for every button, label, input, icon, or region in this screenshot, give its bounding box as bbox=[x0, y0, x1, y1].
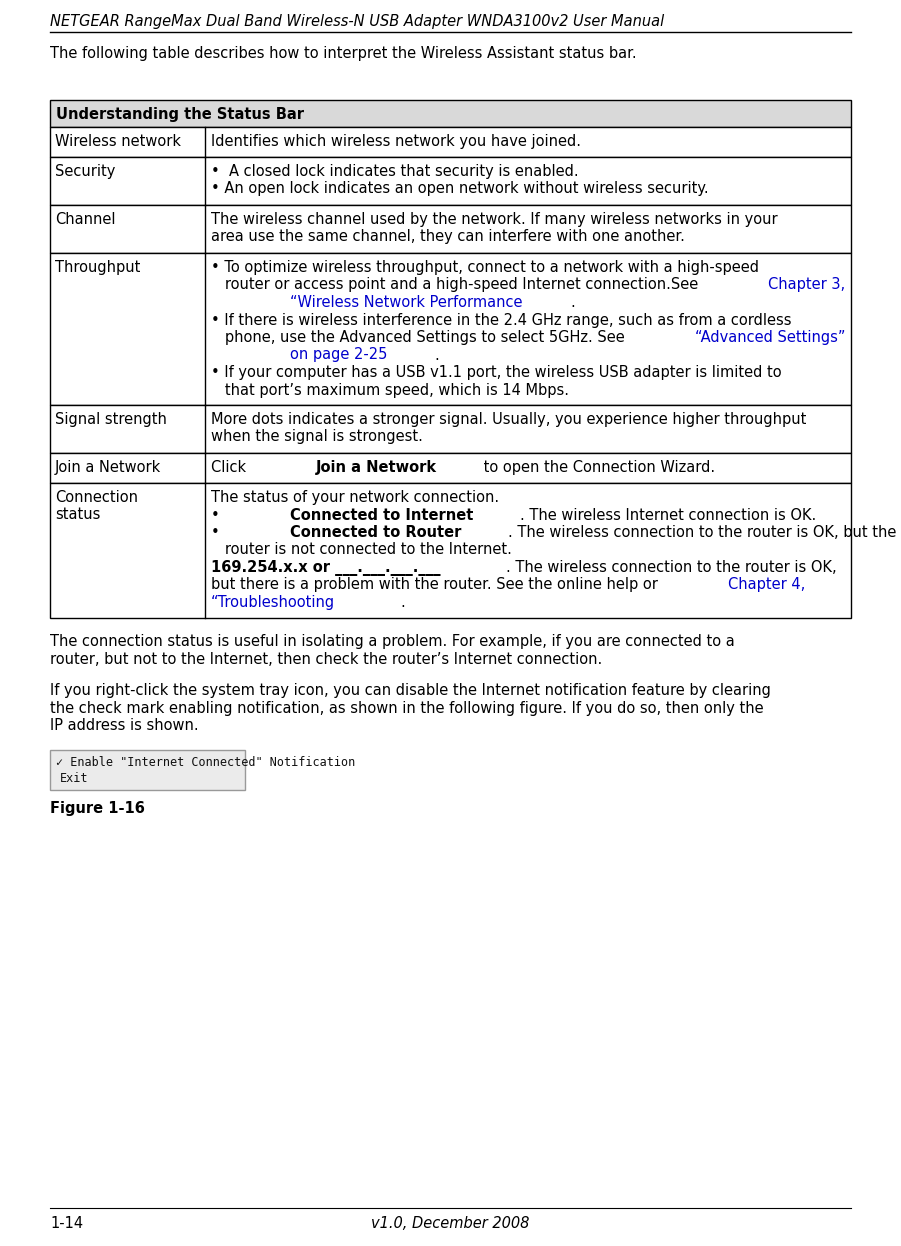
Text: that port’s maximum speed, which is 14 Mbps.: that port’s maximum speed, which is 14 M… bbox=[211, 383, 569, 397]
Text: . The wireless connection to the router is OK, but the: . The wireless connection to the router … bbox=[508, 525, 896, 540]
Text: but there is a problem with the router. See the online help or: but there is a problem with the router. … bbox=[211, 577, 662, 593]
Text: The connection status is useful in isolating a problem. For example, if you are : The connection status is useful in isola… bbox=[50, 634, 734, 649]
Text: Throughput: Throughput bbox=[55, 260, 141, 275]
Text: Connected to Router: Connected to Router bbox=[289, 525, 461, 540]
Text: Figure 1-16: Figure 1-16 bbox=[50, 801, 145, 816]
Bar bbox=[50, 405, 851, 454]
Text: Join a Network: Join a Network bbox=[55, 460, 161, 475]
Text: .: . bbox=[400, 596, 405, 611]
Text: v1.0, December 2008: v1.0, December 2008 bbox=[371, 1216, 530, 1231]
Text: router or access point and a high-speed Internet connection.See: router or access point and a high-speed … bbox=[211, 278, 703, 293]
Text: Chapter 3,: Chapter 3, bbox=[768, 278, 845, 293]
Text: area use the same channel, they can interfere with one another.: area use the same channel, they can inte… bbox=[211, 229, 685, 244]
Bar bbox=[50, 206, 851, 253]
Text: 169.254.x.x or ___.___.___.___: 169.254.x.x or ___.___.___.___ bbox=[211, 559, 441, 576]
Text: Wireless network: Wireless network bbox=[55, 135, 181, 150]
Text: Connected to Internet: Connected to Internet bbox=[289, 507, 473, 522]
Text: More dots indicates a stronger signal. Usually, you experience higher throughput: More dots indicates a stronger signal. U… bbox=[211, 412, 806, 427]
Text: “Advanced Settings”: “Advanced Settings” bbox=[695, 330, 845, 345]
Text: • To optimize wireless throughput, connect to a network with a high-speed: • To optimize wireless throughput, conne… bbox=[211, 260, 759, 275]
Text: IP address is shown.: IP address is shown. bbox=[50, 718, 198, 733]
Text: “Wireless Network Performance: “Wireless Network Performance bbox=[290, 295, 523, 310]
Text: The following table describes how to interpret the Wireless Assistant status bar: The following table describes how to int… bbox=[50, 46, 637, 61]
Text: NETGEAR RangeMax Dual Band Wireless-N USB Adapter WNDA3100v2 User Manual: NETGEAR RangeMax Dual Band Wireless-N US… bbox=[50, 14, 664, 29]
Text: Understanding the Status Bar: Understanding the Status Bar bbox=[56, 107, 304, 122]
Text: Exit: Exit bbox=[60, 773, 88, 785]
Text: Signal strength: Signal strength bbox=[55, 412, 167, 427]
Text: Security: Security bbox=[55, 164, 115, 179]
Text: • If there is wireless interference in the 2.4 GHz range, such as from a cordles: • If there is wireless interference in t… bbox=[211, 313, 791, 328]
Text: phone, use the Advanced Settings to select 5GHz. See: phone, use the Advanced Settings to sele… bbox=[211, 330, 630, 345]
Text: Click: Click bbox=[211, 460, 250, 475]
Text: router is not connected to the Internet.: router is not connected to the Internet. bbox=[211, 542, 512, 557]
Text: .: . bbox=[570, 295, 575, 310]
Text: If you right-click the system tray icon, you can disable the Internet notificati: If you right-click the system tray icon,… bbox=[50, 683, 771, 698]
Text: • An open lock indicates an open network without wireless security.: • An open lock indicates an open network… bbox=[211, 182, 708, 197]
Bar bbox=[50, 483, 851, 618]
Bar bbox=[50, 100, 851, 127]
Text: router, but not to the Internet, then check the router’s Internet connection.: router, but not to the Internet, then ch… bbox=[50, 652, 602, 667]
Text: •: • bbox=[211, 507, 224, 522]
Text: •: • bbox=[211, 525, 224, 540]
Text: when the signal is strongest.: when the signal is strongest. bbox=[211, 430, 423, 445]
Text: ✓ Enable "Internet Connected" Notification: ✓ Enable "Internet Connected" Notificati… bbox=[56, 755, 355, 769]
Text: The status of your network connection.: The status of your network connection. bbox=[211, 490, 499, 505]
Text: Channel: Channel bbox=[55, 212, 115, 227]
Bar bbox=[50, 750, 245, 790]
Text: Chapter 4,: Chapter 4, bbox=[728, 577, 805, 593]
Bar bbox=[50, 127, 851, 157]
Text: the check mark enabling notification, as shown in the following figure. If you d: the check mark enabling notification, as… bbox=[50, 700, 764, 715]
Text: Identifies which wireless network you have joined.: Identifies which wireless network you ha… bbox=[211, 135, 581, 150]
Text: to open the Connection Wizard.: to open the Connection Wizard. bbox=[478, 460, 714, 475]
Text: The wireless channel used by the network. If many wireless networks in your: The wireless channel used by the network… bbox=[211, 212, 778, 227]
Text: on page 2-25: on page 2-25 bbox=[290, 348, 387, 363]
Bar bbox=[50, 454, 851, 483]
Text: •  A closed lock indicates that security is enabled.: • A closed lock indicates that security … bbox=[211, 164, 578, 179]
Text: . The wireless Internet connection is OK.: . The wireless Internet connection is OK… bbox=[521, 507, 816, 522]
Text: Connection
status: Connection status bbox=[55, 490, 138, 522]
Bar bbox=[50, 157, 851, 206]
Text: .: . bbox=[435, 348, 440, 363]
Bar bbox=[50, 253, 851, 405]
Text: • If your computer has a USB v1.1 port, the wireless USB adapter is limited to: • If your computer has a USB v1.1 port, … bbox=[211, 365, 782, 380]
Text: Join a Network: Join a Network bbox=[316, 460, 437, 475]
Text: 1-14: 1-14 bbox=[50, 1216, 83, 1231]
Text: “Troubleshooting: “Troubleshooting bbox=[211, 596, 335, 611]
Text: . The wireless connection to the router is OK,: . The wireless connection to the router … bbox=[505, 559, 836, 574]
